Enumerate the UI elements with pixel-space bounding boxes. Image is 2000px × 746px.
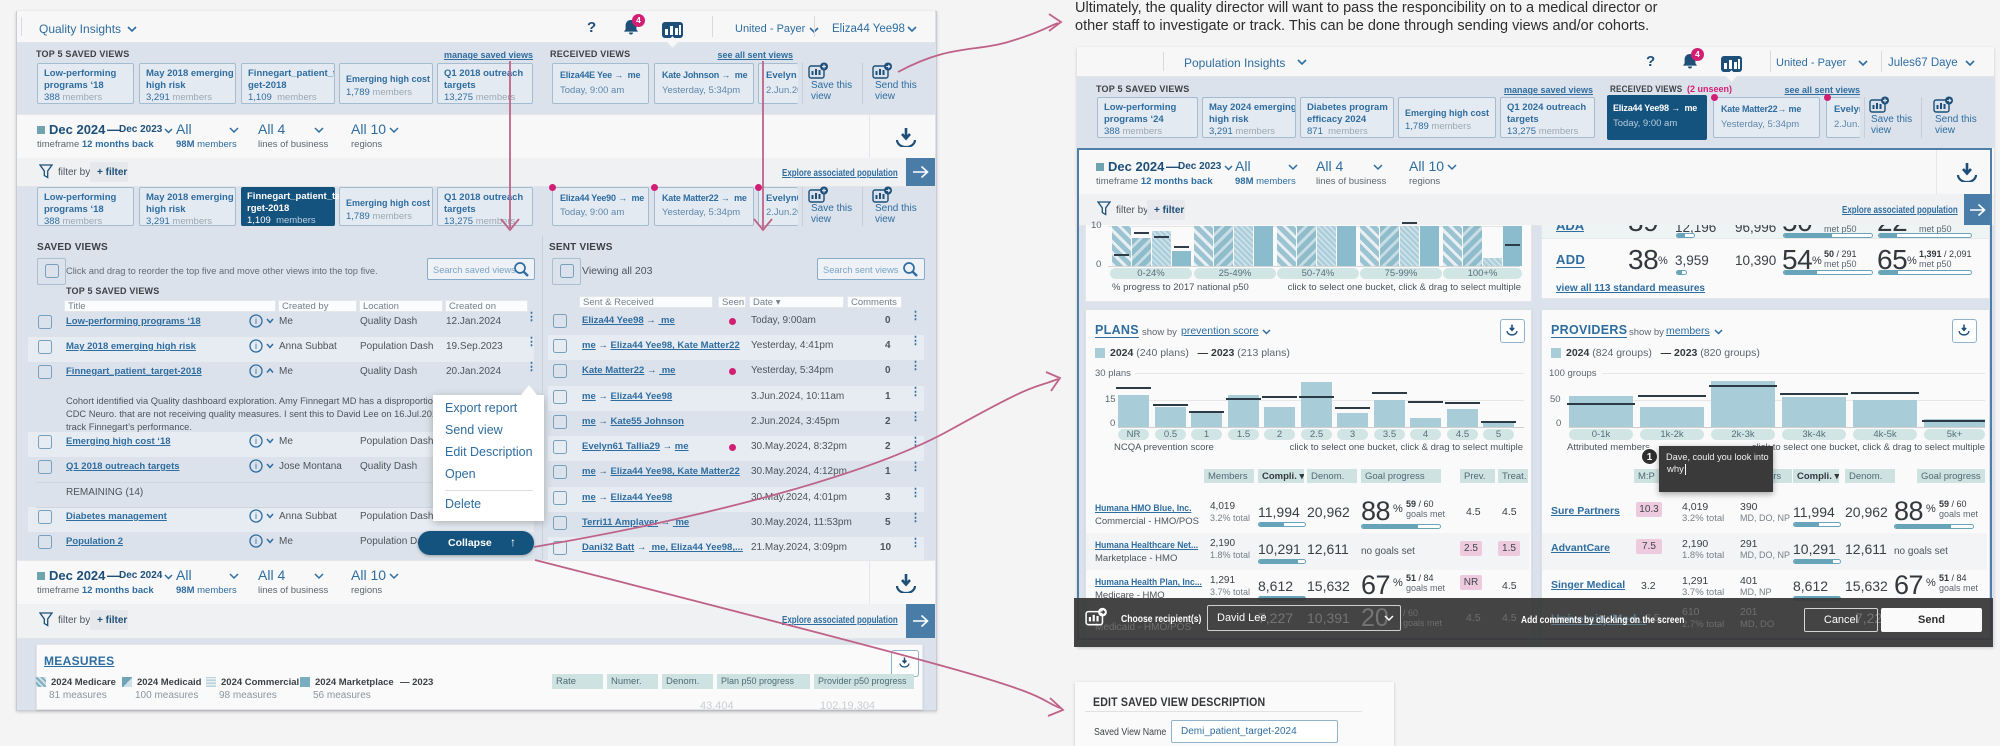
svg-text:i: i — [255, 536, 257, 546]
svg-text:i: i — [255, 316, 257, 326]
svg-text:i: i — [255, 511, 257, 521]
svg-text:i: i — [255, 461, 257, 471]
svg-text:i: i — [255, 341, 257, 351]
svg-text:i: i — [255, 436, 257, 446]
svg-text:i: i — [255, 366, 257, 376]
